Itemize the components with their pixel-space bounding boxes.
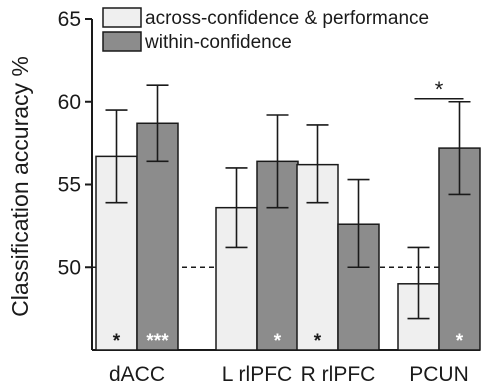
axes: 50 55 60 65 Classification accuracy % bbox=[7, 8, 480, 351]
category-label: dACC bbox=[109, 363, 165, 386]
category-label: L rlPFC bbox=[222, 363, 292, 386]
significance-star: * bbox=[274, 331, 282, 352]
significance-star: *** bbox=[146, 331, 169, 352]
y-tick-label: 60 bbox=[58, 91, 81, 114]
bars bbox=[95, 84, 481, 351]
y-tick-label: 55 bbox=[58, 174, 81, 197]
y-tick-label: 65 bbox=[58, 8, 81, 31]
y-tick-label: 50 bbox=[58, 256, 81, 279]
category-label: PCUN bbox=[409, 363, 469, 386]
category-label: R rlPFC bbox=[301, 363, 376, 386]
significance-star: * bbox=[113, 331, 121, 352]
significance-star: * bbox=[314, 331, 322, 352]
labels: * ***dACC*L rlPFC*R rlPFC*PCUN* bbox=[109, 77, 469, 386]
comparison-star: * bbox=[435, 77, 444, 102]
y-axis-label: Classification accuracy % bbox=[7, 56, 33, 317]
significance-star: * bbox=[456, 331, 464, 352]
legend: across-confidence & performance within-co… bbox=[102, 7, 429, 53]
legend-label-across: across-confidence & performance bbox=[145, 8, 429, 29]
legend-swatch-across bbox=[102, 7, 142, 28]
legend-swatch-within bbox=[102, 31, 142, 52]
legend-label-within: within-confidence bbox=[144, 32, 292, 53]
